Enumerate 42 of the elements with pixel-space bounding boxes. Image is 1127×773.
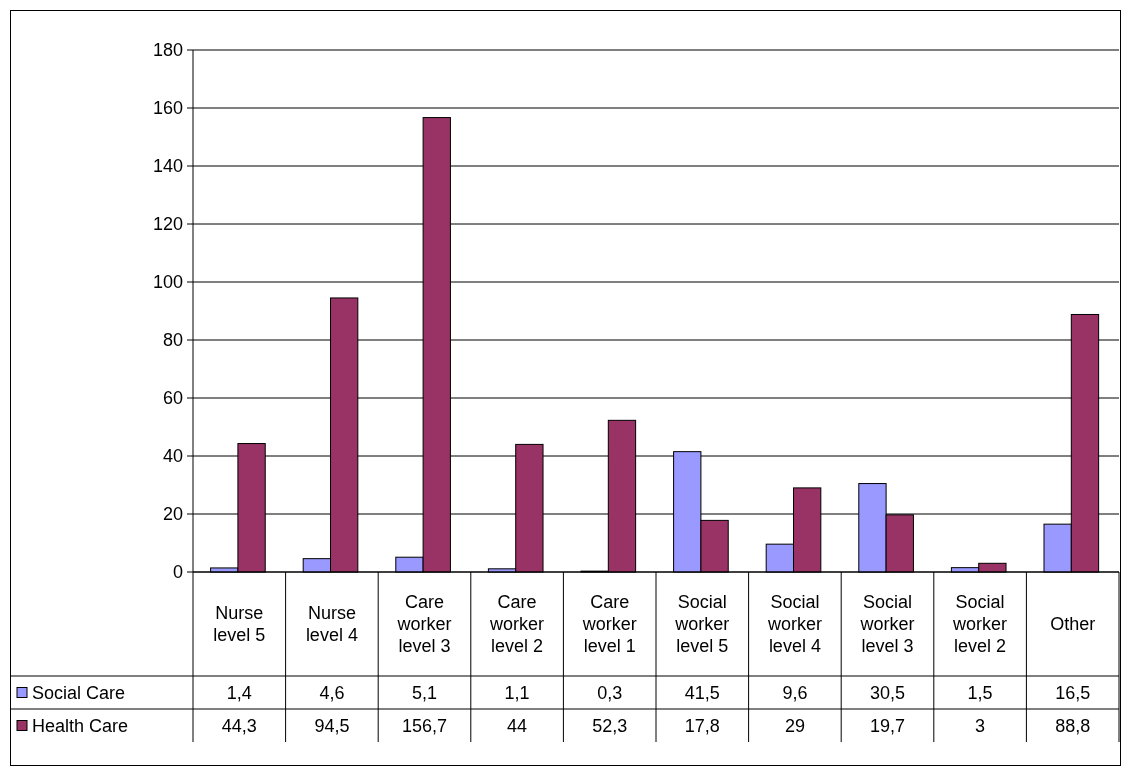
y-tick-label: 100: [152, 272, 183, 293]
data-label: 156,7: [401, 715, 448, 736]
y-tick-label: 60: [162, 388, 183, 409]
x-tick-label: Care worker level 2: [489, 592, 545, 657]
x-tick-label: Care worker level 1: [581, 592, 637, 657]
x-tick-label: Social worker level 5: [674, 592, 730, 657]
data-label: 94,5: [314, 715, 350, 736]
data-label: 41,5: [684, 682, 720, 703]
data-label: 19,7: [869, 715, 906, 736]
data-label: 30,5: [869, 682, 906, 703]
x-tick-label: Social worker level 3: [859, 592, 915, 657]
data-label: 9,6: [782, 682, 808, 703]
legend-label: Health Care: [32, 715, 129, 736]
data-label: 3: [975, 715, 986, 736]
x-tick-label: Nurse level 5: [213, 603, 266, 646]
data-label: 17,8: [684, 715, 720, 736]
data-label: 5,1: [411, 682, 438, 703]
data-label: 44,3: [221, 715, 257, 736]
data-label: 88,8: [1055, 715, 1091, 736]
data-label: 52,3: [592, 715, 628, 736]
y-tick-label: 20: [162, 504, 183, 525]
y-tick-label: 40: [162, 446, 183, 467]
y-tick-label: 80: [162, 330, 183, 351]
x-tick-label: Nurse level 4: [305, 603, 358, 646]
data-label: 44: [507, 715, 528, 736]
y-tick-label: 180: [152, 40, 183, 61]
x-tick-label: Social worker level 4: [766, 592, 822, 657]
data-label: 1,1: [504, 682, 530, 703]
data-label: 1,5: [967, 682, 993, 703]
data-label: 4,6: [319, 682, 345, 703]
x-tick-label: Social worker level 2: [952, 592, 1008, 657]
data-label: 16,5: [1055, 682, 1091, 703]
data-label: 1,4: [226, 682, 252, 703]
y-tick-label: 0: [172, 562, 183, 583]
x-tick-label: Other: [1050, 614, 1096, 635]
data-label: 29: [784, 715, 805, 736]
y-tick-label: 160: [152, 98, 183, 119]
x-tick-label: Care worker level 3: [396, 592, 452, 657]
y-tick-label: 140: [152, 156, 183, 177]
y-tick-label: 120: [152, 214, 183, 235]
legend-label: Social Care: [32, 682, 126, 703]
data-label: 0,3: [597, 682, 623, 703]
